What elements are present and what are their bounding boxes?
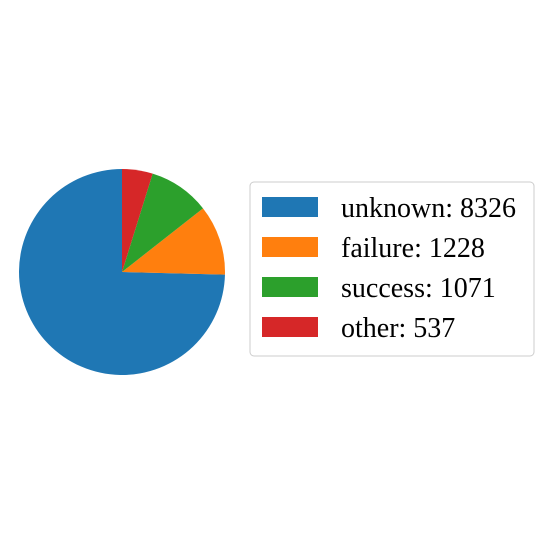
legend: unknown: 8326 failure: 1228 success: 1071 o… — [249, 181, 535, 357]
pie-slice-success — [122, 173, 204, 272]
legend-items: unknown: 8326 failure: 1228 success: 1071 o… — [262, 193, 516, 344]
legend-box — [249, 181, 535, 357]
legend-swatch-success — [262, 277, 318, 297]
legend-label-other: other: 537 — [341, 313, 455, 344]
pie-slice-failure — [122, 208, 226, 275]
legend-swatch-failure — [262, 237, 318, 257]
pie-slices — [19, 169, 226, 376]
pie-slice-other — [122, 169, 153, 272]
legend-label-success: success: 1071 — [341, 273, 496, 304]
legend-label-unknown: unknown: 8326 — [341, 193, 516, 224]
legend-label-failure: failure: 1228 — [341, 233, 485, 264]
legend-swatch-other — [262, 317, 318, 337]
pie-slice-unknown — [19, 169, 225, 376]
legend-swatch-unknown — [262, 197, 318, 217]
